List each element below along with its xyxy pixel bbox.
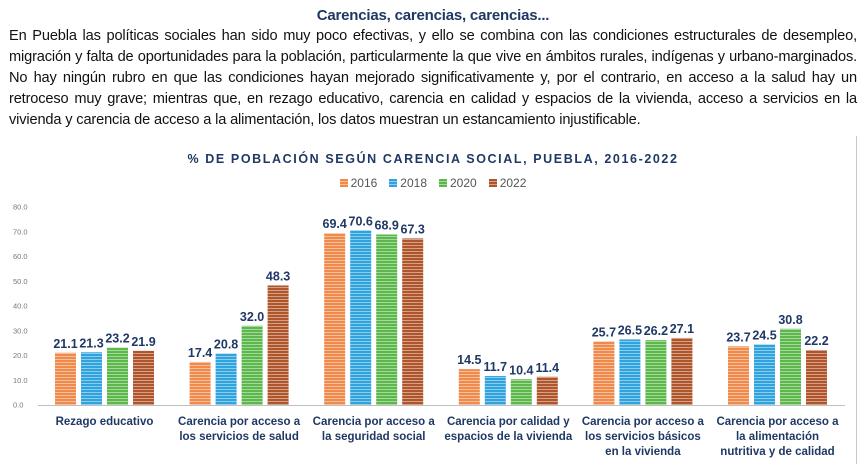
data-label-2018: 70.6 <box>349 214 373 228</box>
legend-label: 2016 <box>350 176 378 190</box>
bar-2018 <box>81 352 102 405</box>
article-heading: Carencias, carencias, carencias... <box>316 7 550 24</box>
legend-swatch-2020 <box>439 179 447 187</box>
data-label-2018: 11.7 <box>483 360 507 374</box>
category-labels: Rezago educativo Carencia por acceso a los… <box>56 416 840 458</box>
category-label-line: Carencia por acceso a <box>178 416 301 428</box>
bar-2022 <box>402 238 424 405</box>
category-label-line: Carencia por calidad y <box>447 416 570 428</box>
y-tick-label: 20.0 <box>13 351 28 360</box>
bar-2022 <box>267 285 289 405</box>
bar-2020 <box>241 325 263 405</box>
legend-label: 2020 <box>450 176 477 190</box>
legend-item-2016: 2016 <box>339 176 378 190</box>
bar-2020 <box>645 340 667 405</box>
data-label-2020: 10.4 <box>509 363 533 377</box>
data-label-2016: 25.7 <box>592 325 616 339</box>
category-label-line: espacios de la vivienda <box>444 431 572 443</box>
chart-title: % DE POBLACIÓN SEGÚN CARENCIA SOCIAL, PU… <box>187 152 679 166</box>
bar-2018 <box>619 339 641 405</box>
y-axis-ticks: 0.0 10.0 20.0 30.0 40.0 50.0 60.0 70.0 80.0 <box>13 203 28 410</box>
legend-label: 2018 <box>400 176 427 190</box>
bar-2016 <box>728 346 749 405</box>
data-label-2016: 17.4 <box>188 346 212 360</box>
legend-swatch-2016 <box>339 179 348 187</box>
category-label: Carencia por acceso a la seguridad social <box>313 416 436 443</box>
bar-2016 <box>189 361 211 405</box>
article-paragraph: En Puebla las políticas sociales han sid… <box>9 28 857 129</box>
y-tick-label: 80.0 <box>13 203 28 212</box>
data-label-2020: 23.2 <box>105 332 129 346</box>
data-labels: 21.1 21.3 23.2 21.9 17.420.832.0 48.3 69.4 70.6… <box>53 214 828 377</box>
legend-item-2018: 2018 <box>389 176 427 190</box>
y-tick-label: 10.0 <box>13 376 28 385</box>
bar-2020 <box>376 234 398 405</box>
data-label-2016: 14.5 <box>457 353 481 367</box>
category-label: Carencia por acceso a los servicios de sa… <box>178 416 301 443</box>
category-label-line: nutritiva y de calidad <box>720 446 834 458</box>
category-label-line: en la vivienda <box>605 446 681 458</box>
bar-2020 <box>780 328 801 405</box>
y-tick-label: 60.0 <box>13 252 28 261</box>
y-tick-label: 70.0 <box>13 227 28 236</box>
bar-2016 <box>458 369 480 405</box>
category-label: Carencia por acceso a la alimentación nutr… <box>716 416 839 458</box>
data-label-2020: 32.0 <box>240 310 264 324</box>
bar-2016 <box>55 352 76 405</box>
category-label-line: la alimentación <box>736 431 819 443</box>
legend-swatch-2018 <box>389 179 398 187</box>
data-label-2022: 22.2 <box>804 334 828 348</box>
category-label-line: Carencia por acceso a <box>582 416 705 428</box>
category-label: Carencia por calidad y espacios de la viv… <box>444 416 572 443</box>
data-label-2022: 27.1 <box>670 322 694 336</box>
data-label-2020: 68.9 <box>375 218 399 232</box>
bar-2018 <box>350 230 372 405</box>
bar-2022 <box>806 350 827 405</box>
data-label-2022: 48.3 <box>266 269 290 283</box>
bar-2020 <box>510 379 532 405</box>
category-label-line: la seguridad social <box>322 431 426 443</box>
bar-2018 <box>484 376 506 405</box>
data-label-2018: 20.8 <box>214 338 238 352</box>
bars <box>55 230 827 405</box>
category-label-line: Rezago educativo <box>56 416 154 428</box>
data-label-2022: 67.3 <box>401 222 425 236</box>
chart-legend: 2016 2018 2020 2022 <box>0 176 866 190</box>
data-label-2016: 21.1 <box>53 337 77 351</box>
bar-2022 <box>671 337 693 405</box>
category-label-line: los servicios de salud <box>179 431 299 443</box>
legend-item-2020: 2020 <box>439 176 477 190</box>
data-label-2018: 26.5 <box>618 323 642 337</box>
data-label-2018: 24.5 <box>752 328 776 342</box>
bar-2020 <box>107 347 128 405</box>
bar-2022 <box>536 376 558 405</box>
data-label-2020: 26.2 <box>644 324 668 338</box>
legend-label: 2022 <box>499 176 527 190</box>
data-label-2022: 21.9 <box>131 335 155 349</box>
legend-swatch-2022 <box>488 179 497 187</box>
data-label-2016: 23.7 <box>726 330 750 344</box>
bar-2016 <box>593 341 615 405</box>
y-tick-label: 40.0 <box>13 302 28 311</box>
bar-2018 <box>754 344 775 405</box>
category-label-line: los servicios básicos <box>585 431 701 443</box>
y-tick-label: 0.0 <box>13 401 23 410</box>
category-label: Rezago educativo <box>56 416 154 428</box>
category-label: Carencia por acceso a los servicios básic… <box>582 416 705 458</box>
bar-2018 <box>215 353 237 405</box>
category-label-line: Carencia por acceso a <box>716 416 839 428</box>
y-tick-label: 50.0 <box>13 277 28 286</box>
data-label-2022: 11.4 <box>535 361 559 375</box>
y-tick-label: 30.0 <box>13 326 28 335</box>
frame-border <box>856 136 857 464</box>
legend-item-2022: 2022 <box>488 176 527 190</box>
data-label-2020: 30.8 <box>778 313 802 327</box>
category-label-line: Carencia por acceso a <box>313 416 436 428</box>
bar-2016 <box>324 233 346 405</box>
data-label-2018: 21.3 <box>79 336 103 350</box>
bar-2022 <box>133 350 154 405</box>
data-label-2016: 69.4 <box>323 217 347 231</box>
